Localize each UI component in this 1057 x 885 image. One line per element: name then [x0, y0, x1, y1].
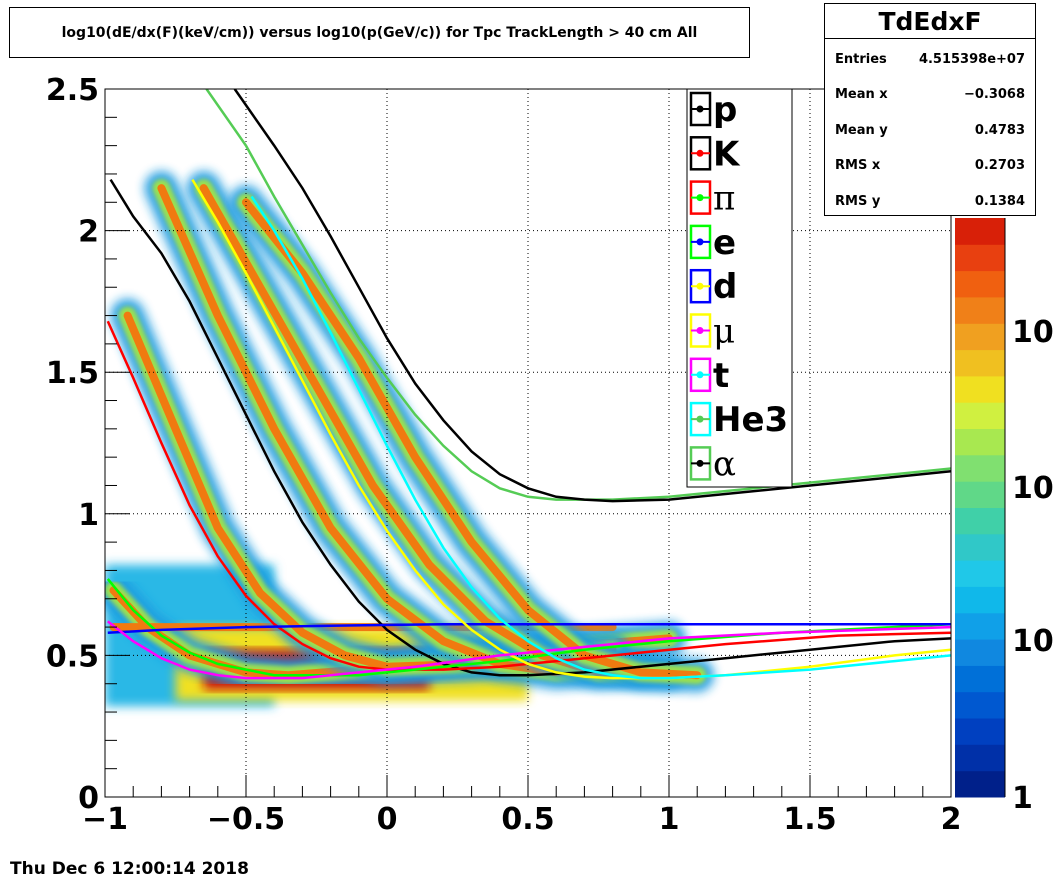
- x-tick-label: 0.5: [501, 802, 554, 837]
- palette-cell: [955, 612, 1005, 640]
- y-tick-label: 1.5: [46, 356, 99, 391]
- palette-cell: [955, 639, 1005, 666]
- x-tick-label: 0: [377, 802, 398, 837]
- heat-band-core-t: [242, 198, 702, 680]
- timestamp: Thu Dec 6 12:00:14 2018: [10, 859, 249, 879]
- curve-p: [109, 178, 951, 677]
- legend-label: K: [713, 134, 741, 174]
- legend-marker: [696, 194, 704, 202]
- x-tick-label: 1: [659, 802, 680, 837]
- curve-He3: [205, 89, 951, 501]
- x-tick-label: −1: [82, 802, 128, 837]
- stats-label: RMS x: [835, 158, 881, 173]
- legend-marker: [696, 459, 704, 467]
- palette-cell: [955, 770, 1005, 798]
- legend-label: α: [713, 444, 736, 484]
- y-tick-label: 0.5: [46, 639, 99, 674]
- y-tick-label: 2: [78, 215, 99, 250]
- y-tick-label: 2.5: [46, 73, 99, 108]
- x-tick-label: −0.5: [207, 802, 285, 837]
- curve-K: [106, 320, 951, 671]
- stats-row-rms-x: RMS x 0.2703: [835, 158, 1025, 178]
- palette-cell: [955, 744, 1005, 772]
- legend-marker: [696, 105, 704, 113]
- stats-value: 4.515398e+07: [918, 52, 1025, 67]
- palette-cell: [955, 218, 1005, 245]
- palette-cell: [955, 533, 1005, 561]
- legend-label: p: [713, 90, 737, 130]
- curve-pi: [106, 578, 951, 677]
- legend-marker: [696, 371, 704, 379]
- curve-alpha: [233, 89, 951, 503]
- grid-layer: [105, 89, 951, 797]
- x-tick-label: 1.5: [783, 802, 836, 837]
- legend-label: e: [713, 223, 736, 263]
- palette-label: 10: [1012, 315, 1054, 350]
- palette-cell: [955, 507, 1005, 535]
- curve-mu: [107, 620, 951, 680]
- stats-row-rms-y: RMS y 0.1384: [835, 194, 1025, 214]
- palette-cell: [955, 560, 1005, 587]
- curve-t: [250, 195, 951, 680]
- stats-title: TdEdxF: [825, 4, 1035, 39]
- curve-e: [107, 622, 951, 634]
- stats-row-entries: Entries 4.515398e+07: [835, 52, 1025, 72]
- stats-label: Mean x: [835, 87, 888, 102]
- palette-cell: [955, 323, 1005, 351]
- legend-frame: [686, 88, 793, 488]
- palette-cell: [955, 244, 1005, 272]
- stats-value: 0.4783: [974, 123, 1025, 138]
- title-box: log10(dE/dx(F)(keV/cm)) versus log10(p(G…: [9, 7, 750, 58]
- palette-cell: [955, 665, 1005, 693]
- palette-cell: [955, 270, 1005, 298]
- palette-cell: [955, 718, 1005, 745]
- stats-label: Entries: [835, 52, 887, 67]
- tick-layer: −1 −0.5 0 0.5 1 1.5 2 0 0.5 1 1.5 2 2.5: [46, 73, 962, 837]
- legend-marker: [696, 282, 704, 290]
- y-tick-label: 0: [78, 781, 99, 816]
- legend-label: t: [713, 356, 729, 396]
- stats-label: RMS y: [835, 194, 881, 209]
- palette-label: 10: [1012, 471, 1054, 506]
- stats-box: TdEdxF Entries 4.515398e+07 Mean x −0.3068…: [824, 3, 1036, 216]
- stats-label: Mean y: [835, 123, 888, 138]
- palette-cell: [955, 297, 1005, 324]
- legend-marker: [696, 149, 704, 157]
- legend-label: He3: [713, 400, 788, 440]
- x-tick-label: 2: [941, 802, 962, 837]
- palette-cell: [955, 586, 1005, 614]
- palette-cell: [955, 349, 1005, 377]
- legend-marker: [696, 327, 704, 334]
- palette-label: 10: [1012, 624, 1054, 659]
- palette-cell: [955, 454, 1005, 482]
- stats-row-mean-y: Mean y 0.4783: [835, 123, 1025, 143]
- color-palette: 11010100: [955, 157, 1054, 816]
- stats-value: −0.3068: [963, 87, 1025, 102]
- palette-cell: [955, 375, 1005, 403]
- palette-cell: [955, 481, 1005, 508]
- palette-label: 1: [1012, 781, 1033, 816]
- legend-label: π: [713, 179, 735, 219]
- legend-label: μ: [713, 312, 735, 352]
- palette-cell: [955, 428, 1005, 456]
- stats-row-mean-x: Mean x −0.3068: [835, 87, 1025, 107]
- stats-value: 0.2703: [974, 158, 1025, 173]
- stats-value: 0.1384: [974, 194, 1025, 209]
- legend-marker: [696, 238, 704, 246]
- legend-label: d: [713, 267, 737, 307]
- plot-title: log10(dE/dx(F)(keV/cm)) versus log10(p(G…: [61, 24, 698, 41]
- palette-cell: [955, 691, 1005, 719]
- curve-layer: [106, 89, 951, 680]
- y-tick-label: 1: [78, 498, 99, 533]
- palette-cell: [955, 402, 1005, 429]
- legend-marker: [696, 415, 704, 423]
